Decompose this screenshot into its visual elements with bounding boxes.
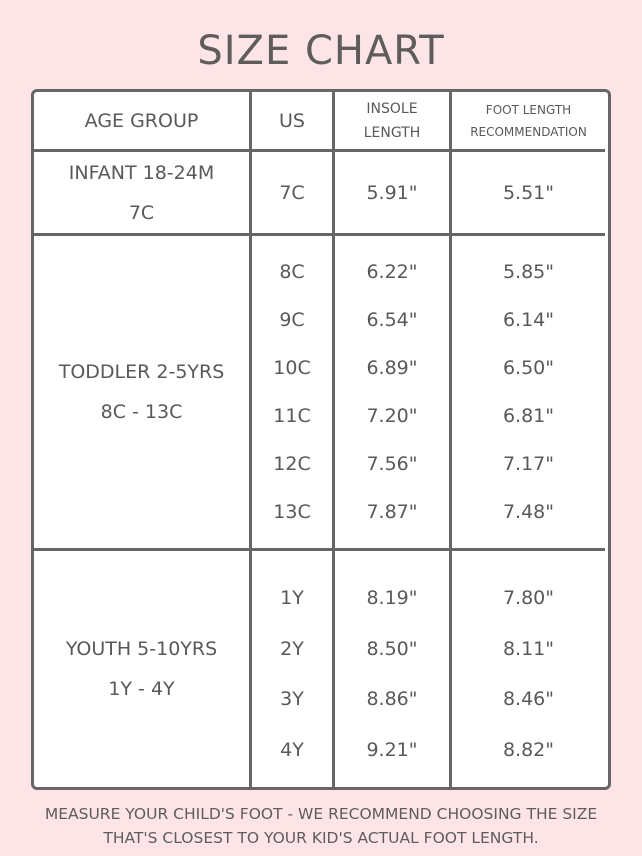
foot-value: 5.51"	[502, 181, 555, 204]
us-value: 2Y	[280, 637, 304, 660]
foot-value: 7.17"	[502, 453, 555, 475]
group-range: 8C - 13C	[100, 401, 183, 423]
foot-value: 6.50"	[502, 357, 555, 379]
insole-column-infant: 5.91"	[335, 152, 452, 236]
foot-value: 5.85"	[502, 261, 555, 283]
insole-value: 7.20"	[366, 405, 418, 427]
group-name: INFANT 18-24M	[68, 161, 215, 184]
us-value: 8C	[279, 261, 305, 283]
insole-value: 7.56"	[366, 453, 418, 475]
foot-column-youth: 7.80" 8.11" 8.46" 8.82"	[452, 551, 605, 787]
foot-value: 6.14"	[502, 309, 555, 331]
header-insole-line1: INSOLE	[366, 100, 418, 117]
us-value: 7C	[279, 181, 305, 204]
header-age-group: AGE GROUP	[34, 92, 252, 152]
insole-value: 6.22"	[366, 261, 418, 283]
group-name: TODDLER 2-5YRS	[58, 361, 225, 383]
us-value: 9C	[279, 309, 305, 331]
us-value: 1Y	[280, 587, 304, 610]
us-column-infant: 7C	[252, 152, 335, 236]
insole-value: 6.89"	[366, 357, 418, 379]
us-value: 11C	[273, 405, 311, 427]
us-column-youth: 1Y 2Y 3Y 4Y	[252, 551, 335, 787]
insole-value: 6.54"	[366, 309, 418, 331]
header-foot-length: FOOT LENGTH RECOMMENDATION	[452, 92, 605, 152]
us-value: 13C	[273, 501, 311, 523]
footer-line1: MEASURE YOUR CHILD'S FOOT - WE RECOMMEND…	[44, 805, 598, 823]
group-range: 1Y - 4Y	[108, 678, 175, 700]
foot-value: 8.11"	[502, 637, 555, 660]
header-foot-line1: FOOT LENGTH	[485, 102, 572, 117]
foot-value: 7.80"	[502, 587, 555, 610]
header-insole-length: INSOLE LENGTH	[335, 92, 452, 152]
foot-value: 7.48"	[502, 501, 555, 523]
foot-value: 8.82"	[502, 738, 555, 761]
group-cell-toddler: TODDLER 2-5YRS 8C - 13C	[34, 236, 252, 551]
foot-value: 6.81"	[502, 405, 555, 427]
header-us: US	[252, 92, 335, 152]
us-value: 12C	[273, 453, 311, 475]
header-insole-line2: LENGTH	[363, 124, 421, 141]
insole-value: 9.21"	[366, 738, 418, 761]
us-value: 4Y	[280, 738, 304, 761]
us-value: 10C	[273, 357, 311, 379]
header-foot-line2: RECOMMENDATION	[470, 124, 587, 139]
us-column-toddler: 8C 9C 10C 11C 12C 13C	[252, 236, 335, 551]
foot-value: 8.46"	[502, 688, 555, 711]
insole-value: 8.19"	[366, 587, 418, 610]
group-cell-infant: INFANT 18-24M 7C	[34, 152, 252, 236]
insole-column-youth: 8.19" 8.50" 8.86" 9.21"	[335, 551, 452, 787]
foot-column-toddler: 5.85" 6.14" 6.50" 6.81" 7.17" 7.48"	[452, 236, 605, 551]
foot-column-infant: 5.51"	[452, 152, 605, 236]
insole-column-toddler: 6.22" 6.54" 6.89" 7.20" 7.56" 7.87"	[335, 236, 452, 551]
insole-value: 7.87"	[366, 501, 418, 523]
us-value: 3Y	[280, 688, 304, 711]
size-chart-table: AGE GROUP US INSOLE LENGTH FOOT LENGTH R…	[31, 89, 611, 790]
insole-value: 8.86"	[366, 688, 418, 711]
footer-line2: THAT'S CLOSEST TO YOUR KID'S ACTUAL FOOT…	[103, 829, 539, 847]
group-range: 7C	[128, 201, 155, 224]
page-title: SIZE CHART	[197, 28, 445, 74]
insole-value: 5.91"	[366, 181, 418, 204]
group-name: YOUTH 5-10YRS	[65, 638, 218, 660]
footer-note: MEASURE YOUR CHILD'S FOOT - WE RECOMMEND…	[0, 802, 642, 850]
insole-value: 8.50"	[366, 637, 418, 660]
group-cell-youth: YOUTH 5-10YRS 1Y - 4Y	[34, 551, 252, 787]
